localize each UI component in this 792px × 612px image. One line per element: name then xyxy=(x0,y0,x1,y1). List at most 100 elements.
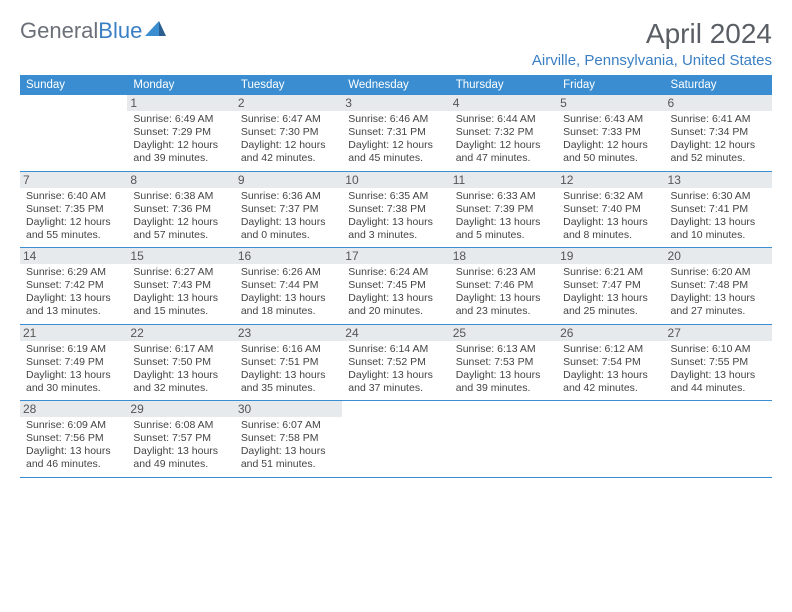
day-info: Sunrise: 6:46 AMSunset: 7:31 PMDaylight:… xyxy=(348,113,443,166)
calendar-grid: SundayMondayTuesdayWednesdayThursdayFrid… xyxy=(20,75,772,478)
day-info: Sunrise: 6:16 AMSunset: 7:51 PMDaylight:… xyxy=(241,343,336,396)
day-number: 19 xyxy=(557,248,664,264)
day-info: Sunrise: 6:17 AMSunset: 7:50 PMDaylight:… xyxy=(133,343,228,396)
day-number: 21 xyxy=(20,325,127,341)
day-info: Sunrise: 6:43 AMSunset: 7:33 PMDaylight:… xyxy=(563,113,658,166)
day-cell: 7 Sunrise: 6:40 AMSunset: 7:35 PMDaylight… xyxy=(20,172,127,248)
day-number: 16 xyxy=(235,248,342,264)
day-cell-empty xyxy=(665,401,772,477)
day-number: 20 xyxy=(665,248,772,264)
title-block: April 2024 Airville, Pennsylvania, Unite… xyxy=(532,18,772,69)
day-info: Sunrise: 6:20 AMSunset: 7:48 PMDaylight:… xyxy=(671,266,766,319)
day-cell: 9 Sunrise: 6:36 AMSunset: 7:37 PMDaylight… xyxy=(235,172,342,248)
day-number: 25 xyxy=(450,325,557,341)
weekday-header: Monday xyxy=(127,75,234,95)
day-cell: 28 Sunrise: 6:09 AMSunset: 7:56 PMDayligh… xyxy=(20,401,127,477)
day-number: 3 xyxy=(342,95,449,111)
day-cell: 12Sunrise: 6:32 AMSunset: 7:40 PMDayligh… xyxy=(557,172,664,248)
day-info: Sunrise: 6:08 AMSunset: 7:57 PMDaylight:… xyxy=(133,419,228,472)
weekday-header: Friday xyxy=(557,75,664,95)
day-cell: 24 Sunrise: 6:14 AMSunset: 7:52 PMDayligh… xyxy=(342,325,449,401)
day-number: 2 xyxy=(235,95,342,111)
day-cell: 5 Sunrise: 6:43 AMSunset: 7:33 PMDaylight… xyxy=(557,95,664,171)
day-number: 5 xyxy=(557,95,664,111)
day-cell: 13 Sunrise: 6:30 AMSunset: 7:41 PMDayligh… xyxy=(665,172,772,248)
day-info: Sunrise: 6:44 AMSunset: 7:32 PMDaylight:… xyxy=(456,113,551,166)
day-cell: 15 Sunrise: 6:27 AMSunset: 7:43 PMDayligh… xyxy=(127,248,234,324)
day-info: Sunrise: 6:47 AMSunset: 7:30 PMDaylight:… xyxy=(241,113,336,166)
day-cell: 14 Sunrise: 6:29 AMSunset: 7:42 PMDayligh… xyxy=(20,248,127,324)
weekday-header: Sunday xyxy=(20,75,127,95)
day-cell: 25Sunrise: 6:13 AMSunset: 7:53 PMDayligh… xyxy=(450,325,557,401)
week-row: 21 Sunrise: 6:19 AMSunset: 7:49 PMDayligh… xyxy=(20,325,772,402)
day-info: Sunrise: 6:12 AMSunset: 7:54 PMDaylight:… xyxy=(563,343,658,396)
day-number: 14 xyxy=(20,248,127,264)
day-cell: 18Sunrise: 6:23 AMSunset: 7:46 PMDayligh… xyxy=(450,248,557,324)
day-cell: 3 Sunrise: 6:46 AMSunset: 7:31 PMDaylight… xyxy=(342,95,449,171)
day-info: Sunrise: 6:19 AMSunset: 7:49 PMDaylight:… xyxy=(26,343,121,396)
day-number: 30 xyxy=(235,401,342,417)
day-number: 29 xyxy=(127,401,234,417)
day-cell: 22Sunrise: 6:17 AMSunset: 7:50 PMDayligh… xyxy=(127,325,234,401)
day-info: Sunrise: 6:40 AMSunset: 7:35 PMDaylight:… xyxy=(26,190,121,243)
weekday-header: Wednesday xyxy=(342,75,449,95)
day-info: Sunrise: 6:23 AMSunset: 7:46 PMDaylight:… xyxy=(456,266,551,319)
day-number: 26 xyxy=(557,325,664,341)
week-row: 7 Sunrise: 6:40 AMSunset: 7:35 PMDaylight… xyxy=(20,172,772,249)
day-info: Sunrise: 6:14 AMSunset: 7:52 PMDaylight:… xyxy=(348,343,443,396)
week-row: 28 Sunrise: 6:09 AMSunset: 7:56 PMDayligh… xyxy=(20,401,772,478)
day-cell: 27 Sunrise: 6:10 AMSunset: 7:55 PMDayligh… xyxy=(665,325,772,401)
day-number: 12 xyxy=(557,172,664,188)
day-number: 15 xyxy=(127,248,234,264)
weekday-header: Thursday xyxy=(450,75,557,95)
day-info: Sunrise: 6:21 AMSunset: 7:47 PMDaylight:… xyxy=(563,266,658,319)
day-number: 27 xyxy=(665,325,772,341)
day-number: 11 xyxy=(450,172,557,188)
day-cell: 11Sunrise: 6:33 AMSunset: 7:39 PMDayligh… xyxy=(450,172,557,248)
day-number: 9 xyxy=(235,172,342,188)
logo-text-blue: Blue xyxy=(98,18,142,44)
day-info: Sunrise: 6:10 AMSunset: 7:55 PMDaylight:… xyxy=(671,343,766,396)
day-cell: 8Sunrise: 6:38 AMSunset: 7:36 PMDaylight… xyxy=(127,172,234,248)
day-number: 10 xyxy=(342,172,449,188)
day-number: 7 xyxy=(20,172,127,188)
day-number: 4 xyxy=(450,95,557,111)
day-number: 1 xyxy=(127,95,234,111)
day-info: Sunrise: 6:38 AMSunset: 7:36 PMDaylight:… xyxy=(133,190,228,243)
weekday-header: Saturday xyxy=(665,75,772,95)
day-info: Sunrise: 6:27 AMSunset: 7:43 PMDaylight:… xyxy=(133,266,228,319)
calendar-page: GeneralBlue April 2024 Airville, Pennsyl… xyxy=(0,0,792,488)
day-cell-empty xyxy=(557,401,664,477)
day-info: Sunrise: 6:36 AMSunset: 7:37 PMDaylight:… xyxy=(241,190,336,243)
day-cell: 2 Sunrise: 6:47 AMSunset: 7:30 PMDaylight… xyxy=(235,95,342,171)
day-cell: 6Sunrise: 6:41 AMSunset: 7:34 PMDaylight… xyxy=(665,95,772,171)
week-row: 1 Sunrise: 6:49 AMSunset: 7:29 PMDaylight… xyxy=(20,95,772,172)
month-title: April 2024 xyxy=(532,18,772,50)
day-cell-empty xyxy=(342,401,449,477)
day-cell: 30 Sunrise: 6:07 AMSunset: 7:58 PMDayligh… xyxy=(235,401,342,477)
day-info: Sunrise: 6:29 AMSunset: 7:42 PMDaylight:… xyxy=(26,266,121,319)
logo: GeneralBlue xyxy=(20,18,167,44)
day-number: 23 xyxy=(235,325,342,341)
day-number: 17 xyxy=(342,248,449,264)
day-cell: 23 Sunrise: 6:16 AMSunset: 7:51 PMDayligh… xyxy=(235,325,342,401)
day-info: Sunrise: 6:09 AMSunset: 7:56 PMDaylight:… xyxy=(26,419,121,472)
day-number: 24 xyxy=(342,325,449,341)
day-cell: 29 Sunrise: 6:08 AMSunset: 7:57 PMDayligh… xyxy=(127,401,234,477)
day-info: Sunrise: 6:49 AMSunset: 7:29 PMDaylight:… xyxy=(133,113,228,166)
day-cell: 21 Sunrise: 6:19 AMSunset: 7:49 PMDayligh… xyxy=(20,325,127,401)
day-info: Sunrise: 6:07 AMSunset: 7:58 PMDaylight:… xyxy=(241,419,336,472)
day-info: Sunrise: 6:26 AMSunset: 7:44 PMDaylight:… xyxy=(241,266,336,319)
day-number: 28 xyxy=(20,401,127,417)
day-cell: 20 Sunrise: 6:20 AMSunset: 7:48 PMDayligh… xyxy=(665,248,772,324)
day-info: Sunrise: 6:41 AMSunset: 7:34 PMDaylight:… xyxy=(671,113,766,166)
day-info: Sunrise: 6:30 AMSunset: 7:41 PMDaylight:… xyxy=(671,190,766,243)
day-cell: 19 Sunrise: 6:21 AMSunset: 7:47 PMDayligh… xyxy=(557,248,664,324)
day-cell-empty xyxy=(20,95,127,171)
week-row: 14 Sunrise: 6:29 AMSunset: 7:42 PMDayligh… xyxy=(20,248,772,325)
day-number: 13 xyxy=(665,172,772,188)
page-header: GeneralBlue April 2024 Airville, Pennsyl… xyxy=(20,18,772,69)
day-info: Sunrise: 6:35 AMSunset: 7:38 PMDaylight:… xyxy=(348,190,443,243)
day-info: Sunrise: 6:24 AMSunset: 7:45 PMDaylight:… xyxy=(348,266,443,319)
day-cell-empty xyxy=(450,401,557,477)
